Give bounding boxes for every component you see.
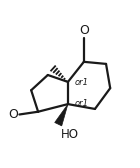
Text: O: O bbox=[79, 24, 89, 37]
Text: or1: or1 bbox=[74, 99, 88, 108]
Text: HO: HO bbox=[61, 128, 79, 141]
Text: or1: or1 bbox=[74, 78, 88, 87]
Polygon shape bbox=[55, 104, 68, 126]
Text: O: O bbox=[8, 108, 18, 121]
